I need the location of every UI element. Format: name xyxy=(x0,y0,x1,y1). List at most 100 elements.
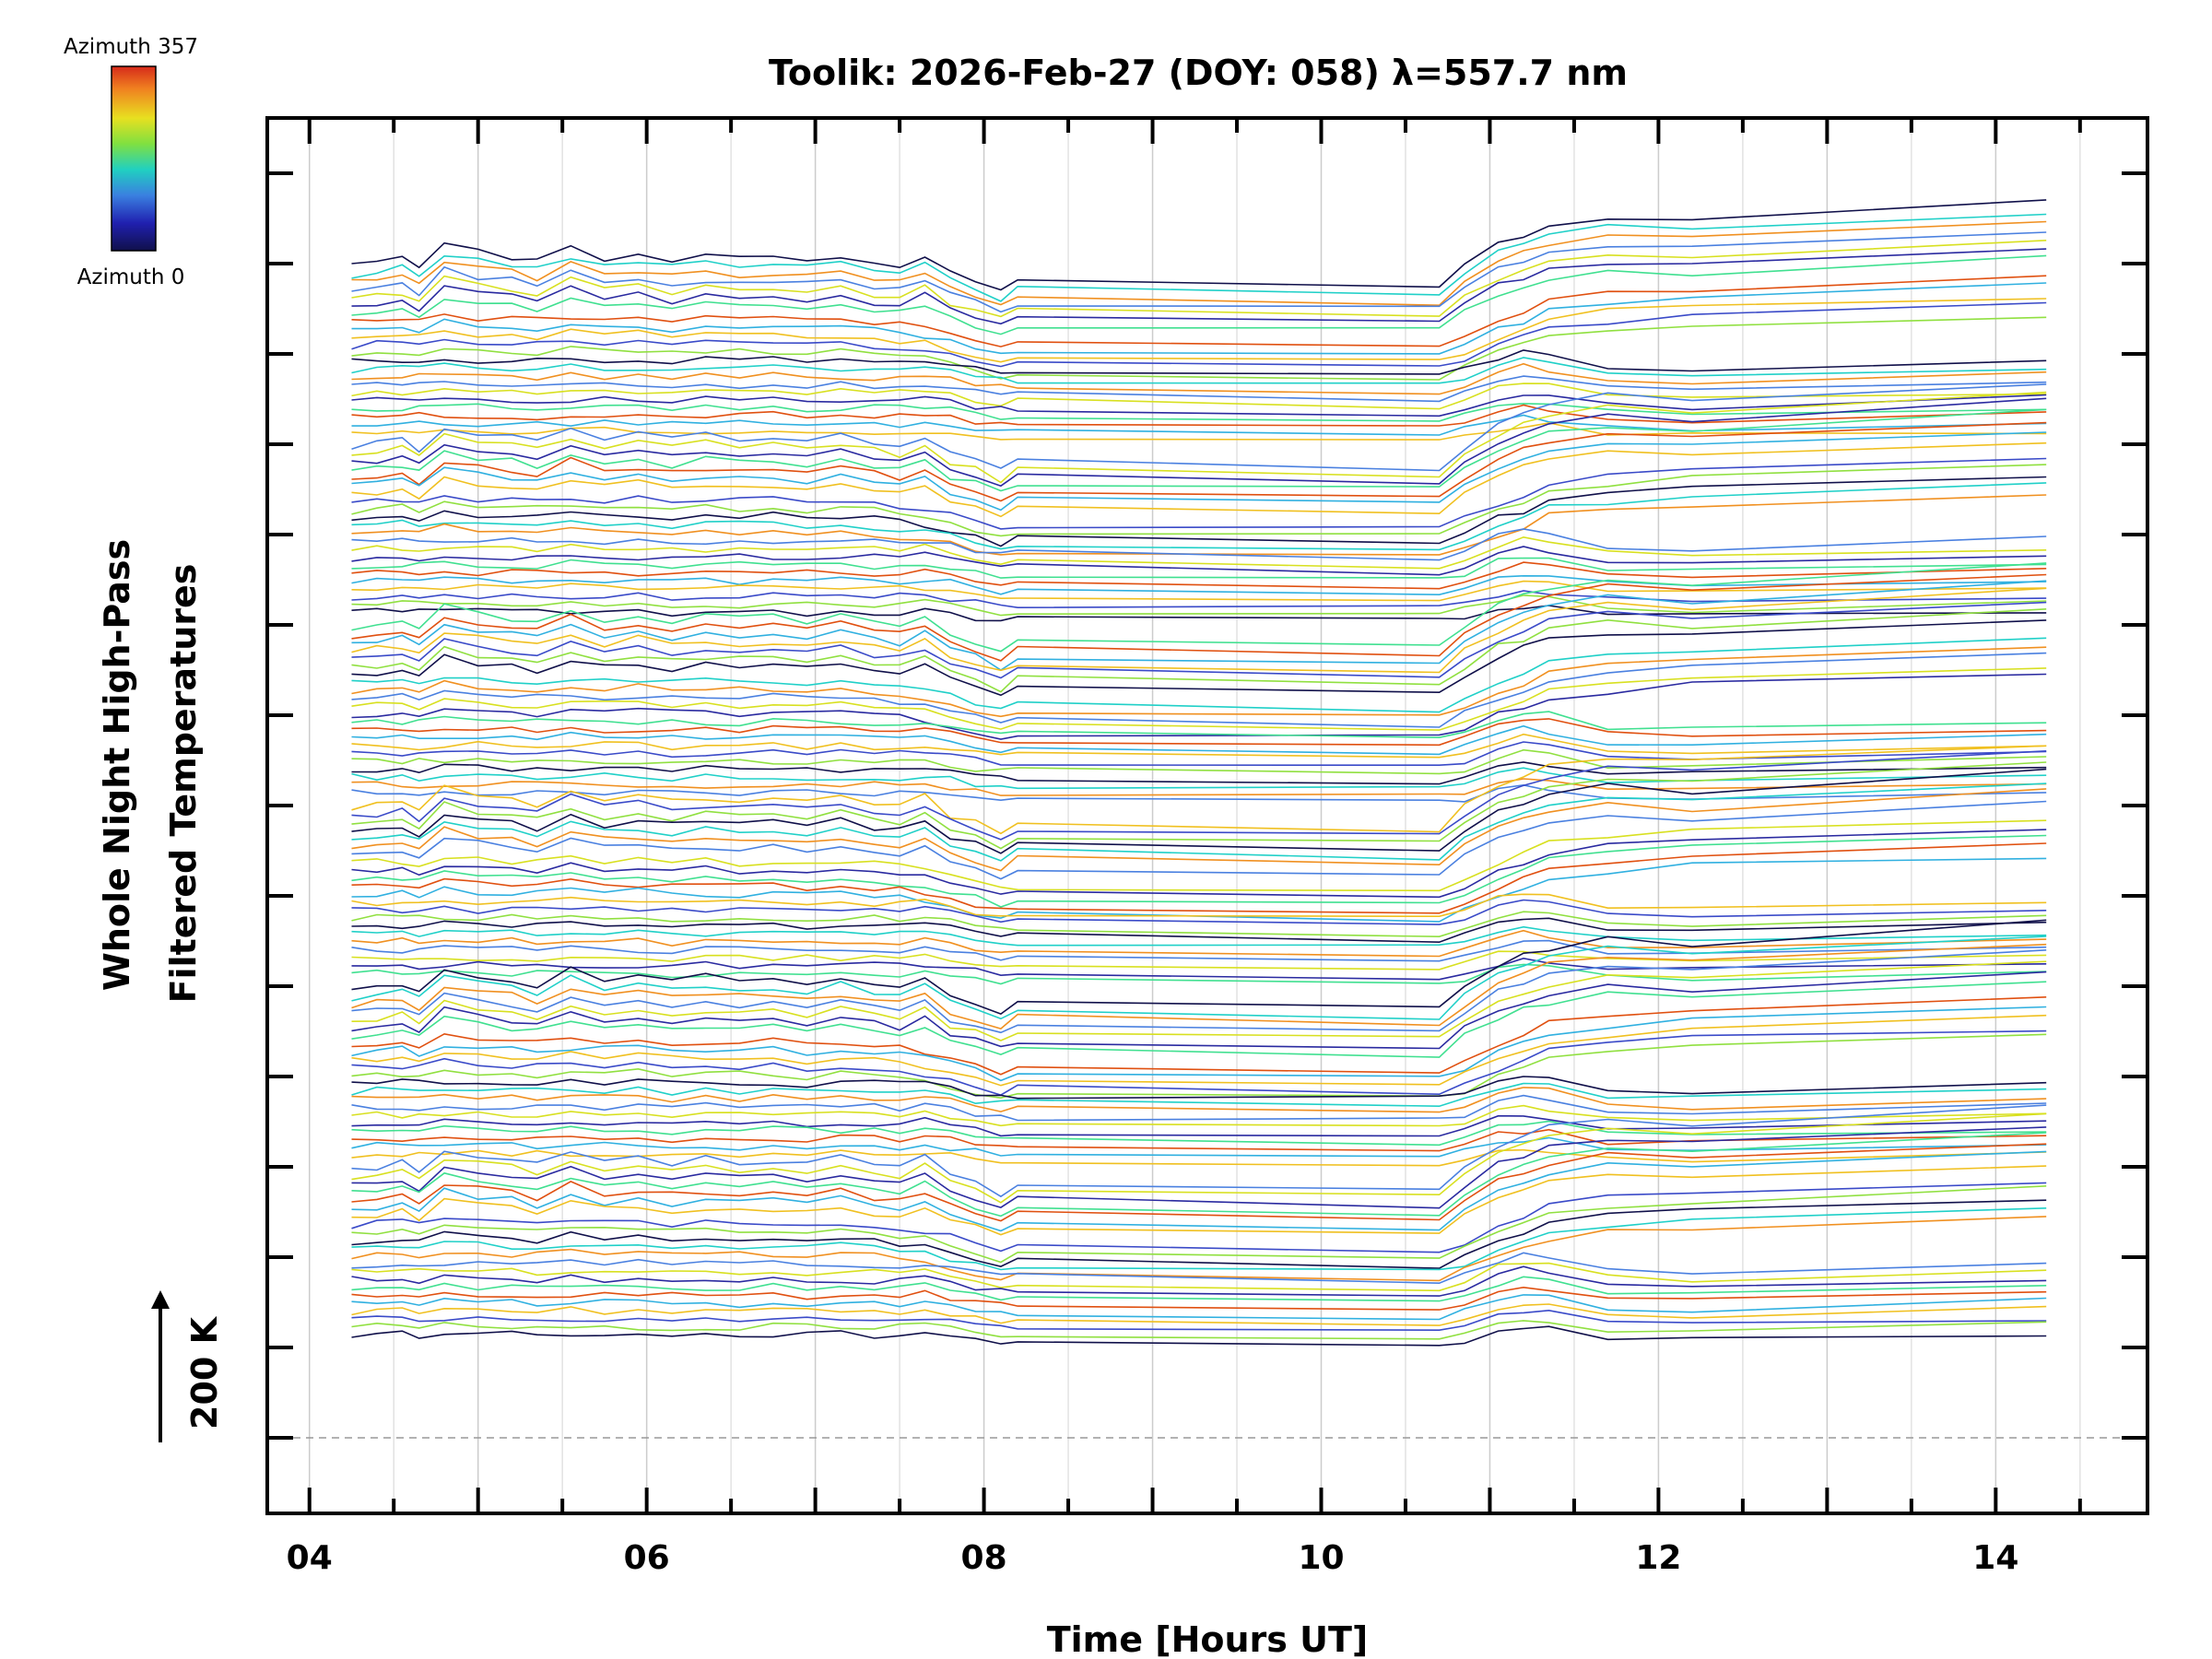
series-line xyxy=(351,834,2047,908)
series-line xyxy=(351,594,2047,617)
series-line xyxy=(351,1185,2047,1264)
series-line xyxy=(351,574,2047,596)
series-line xyxy=(351,778,2047,796)
series-line xyxy=(351,254,2047,335)
series-line xyxy=(351,282,2047,355)
series-line xyxy=(351,1114,2047,1137)
series-line xyxy=(351,316,2047,381)
series-line xyxy=(351,382,2047,410)
x-tick-label: 04 xyxy=(287,1539,333,1577)
series-line xyxy=(351,562,2047,653)
series-line xyxy=(351,748,2047,775)
x-axis-label: Time [Hours UT] xyxy=(1047,1619,1369,1659)
series-line xyxy=(351,1087,2047,1113)
series-line xyxy=(351,745,2047,835)
series-line xyxy=(351,1082,2047,1108)
series-line xyxy=(351,580,2047,671)
x-tick-labels: 04 06 08 10 12 14 xyxy=(287,1539,2019,1577)
series-line xyxy=(351,213,2047,302)
series-line xyxy=(351,1286,2047,1311)
series-line xyxy=(351,383,2047,472)
series-line xyxy=(351,464,2047,537)
series-line xyxy=(351,528,2047,561)
series-line xyxy=(351,1182,2047,1253)
series-line xyxy=(351,733,2047,759)
series-line xyxy=(351,199,2047,291)
series-line xyxy=(351,767,2047,790)
series-line xyxy=(351,476,2047,547)
y-axis-label-line2: Filtered Temperatures xyxy=(163,564,204,1004)
series-line xyxy=(351,957,2047,981)
series-line xyxy=(351,1165,2047,1236)
series-line xyxy=(351,587,2047,674)
series-line xyxy=(351,1104,2047,1127)
series-line xyxy=(351,917,2047,944)
series-line xyxy=(351,357,2047,384)
plot-frame xyxy=(265,116,2149,1515)
series-line xyxy=(351,1309,2047,1332)
series-line xyxy=(351,783,2047,803)
series-line xyxy=(351,939,2047,962)
series-line xyxy=(351,1265,2047,1297)
series-line xyxy=(351,768,2047,854)
series-line xyxy=(351,275,2047,347)
series-line xyxy=(351,248,2047,325)
series-line xyxy=(351,605,2047,622)
series-line xyxy=(351,1199,2047,1269)
series-line xyxy=(351,925,2047,947)
series-line xyxy=(351,494,2047,556)
series-line xyxy=(351,949,2047,1034)
series-line xyxy=(351,782,2047,862)
series-line xyxy=(351,590,2047,609)
colorbar xyxy=(111,65,157,252)
scale-arrow xyxy=(151,1290,170,1442)
series-line xyxy=(351,1276,2047,1302)
series-line xyxy=(351,646,2047,718)
series-line xyxy=(351,231,2047,313)
series-line xyxy=(351,1207,2047,1271)
series-line xyxy=(351,1128,2047,1152)
series-line xyxy=(351,981,2047,1058)
series-line xyxy=(351,1112,2047,1204)
series-line xyxy=(351,750,2047,841)
series-line xyxy=(351,557,2047,579)
series-line xyxy=(351,397,2047,488)
series-line xyxy=(351,457,2047,530)
series-line xyxy=(351,580,2047,602)
series-line xyxy=(351,375,2047,403)
series-line xyxy=(351,1006,2047,1082)
series-line xyxy=(351,1325,2047,1347)
series-line xyxy=(351,718,2047,747)
series-line xyxy=(351,800,2047,880)
series-line xyxy=(351,1076,2047,1100)
x-tick-label: 06 xyxy=(624,1539,670,1577)
series-line xyxy=(351,829,2047,899)
series-line xyxy=(351,1104,2047,1198)
series-line xyxy=(351,741,2047,767)
x-tick-label: 10 xyxy=(1298,1539,1344,1577)
series-line xyxy=(351,1033,2047,1100)
series-line xyxy=(351,601,2047,679)
series-line xyxy=(351,919,2047,1015)
series-lines xyxy=(351,199,2047,1347)
series-line xyxy=(351,971,2047,1050)
scale-label: 200 K xyxy=(184,1315,225,1430)
axes xyxy=(265,116,2149,1515)
series-line xyxy=(351,960,2047,1041)
series-line xyxy=(351,301,2047,368)
series-line xyxy=(351,996,2047,1076)
x-tick-label: 14 xyxy=(1972,1539,2018,1577)
series-line xyxy=(351,1294,2047,1321)
series-line xyxy=(351,1303,2047,1326)
series-line xyxy=(351,1014,2047,1087)
series-line xyxy=(351,414,2047,436)
series-line xyxy=(351,535,2047,570)
series-line xyxy=(351,652,2047,728)
series-line xyxy=(351,842,2047,914)
series-line xyxy=(351,1262,2047,1292)
series-line xyxy=(351,673,2047,740)
series-line xyxy=(351,403,2047,422)
series-line xyxy=(351,893,2047,918)
series-line xyxy=(351,1126,2047,1209)
